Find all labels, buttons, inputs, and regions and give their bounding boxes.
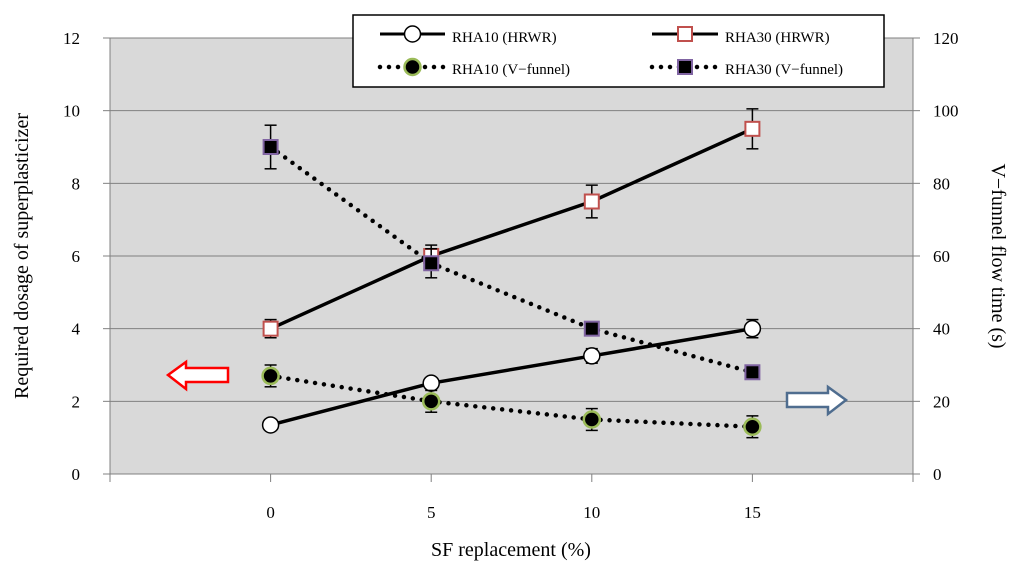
legend-label-rha10-vfunnel: RHA10 (V−funnel): [452, 62, 570, 78]
legend: RHA10 (HRWR) RHA30 (HRWR) RHA10 (V−funne…: [352, 14, 885, 88]
legend-marker-1: [677, 26, 693, 42]
legend-label-rha30-vfunnel: RHA30 (V−funnel): [725, 62, 843, 78]
right-axis-arrow: [785, 384, 849, 417]
data-point-3-3: [744, 364, 761, 381]
data-point-2-1: [421, 392, 441, 411]
y2-tick-label-60: 60: [933, 247, 950, 266]
y-tick-label-12: 12: [63, 29, 80, 48]
x-tick-label-0: 0: [266, 503, 275, 522]
legend-marker-2: [403, 57, 422, 77]
data-point-2-2: [582, 410, 602, 429]
y-tick-label-8: 8: [72, 174, 81, 193]
legend-label-rha10-hrwr: RHA10 (HRWR): [452, 30, 557, 46]
y2-tick-label-100: 100: [933, 102, 959, 121]
legend-marker-0: [403, 25, 422, 43]
y-tick-label-2: 2: [72, 392, 81, 411]
y2-tick-label-80: 80: [933, 174, 950, 193]
y-tick-label-0: 0: [72, 465, 81, 484]
y-tick-label-10: 10: [63, 102, 80, 121]
data-point-3-0: [262, 139, 279, 155]
legend-label-rha30-hrwr: RHA30 (HRWR): [725, 30, 830, 46]
data-point-0-0: [261, 416, 280, 434]
data-point-1-0: [262, 320, 279, 337]
y-axis-title: Required dosage of superplasticizer: [11, 113, 33, 399]
y2-axis-title: V−funnel flow time (s): [987, 163, 1009, 348]
series-line-1: [269, 127, 754, 331]
axes: [103, 37, 920, 482]
y2-tick-label-40: 40: [933, 320, 950, 339]
series-line-3: [268, 144, 755, 375]
y-tick-label-4: 4: [72, 320, 81, 339]
data-point-2-0: [261, 366, 280, 386]
x-tick-label-15: 15: [744, 503, 761, 522]
x-axis-title: SF replacement (%): [431, 539, 591, 561]
series-line-0: [270, 326, 753, 427]
y2-tick-label-120: 120: [933, 29, 959, 48]
data-point-0-3: [743, 319, 762, 338]
data-point-1-2: [583, 193, 600, 210]
legend-items: [377, 25, 721, 77]
data-point-2-3: [743, 417, 762, 437]
series-3: [262, 124, 761, 381]
series-2: [261, 364, 762, 439]
x-tick-label-5: 5: [427, 503, 436, 522]
series-line-2: [268, 373, 755, 430]
left-axis-arrow: [165, 359, 230, 392]
legend-marker-3: [677, 59, 693, 75]
y-tick-label-6: 6: [72, 247, 81, 266]
data-point-3-2: [583, 320, 600, 337]
data-point-3-1: [423, 255, 440, 272]
data-point-0-2: [583, 347, 601, 365]
y2-tick-label-0: 0: [933, 465, 942, 484]
series-layer: [261, 108, 762, 439]
legend-box: [352, 14, 885, 88]
x-tick-label-10: 10: [583, 503, 600, 522]
y2-tick-label-20: 20: [933, 392, 950, 411]
data-point-0-1: [422, 374, 440, 392]
data-point-1-3: [744, 120, 761, 137]
